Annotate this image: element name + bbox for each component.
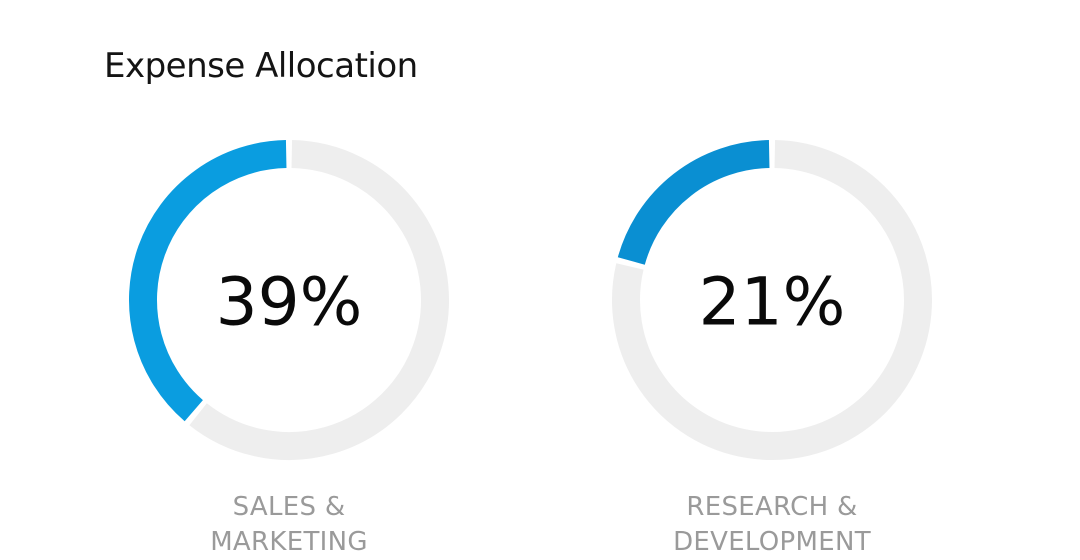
gauge-value: 21%	[699, 264, 846, 341]
gauge-arc	[617, 140, 770, 266]
gauge-label-line: RESEARCH &	[686, 492, 858, 522]
chart-title: Expense Allocation	[104, 46, 418, 86]
gauge-sales-marketing: 39%	[129, 140, 449, 460]
gauge-label-line: DEVELOPMENT	[673, 527, 871, 557]
gauge-label: RESEARCH & DEVELOPMENT	[602, 490, 942, 560]
gauge-arc	[129, 140, 287, 422]
gauge-label-line: SALES &	[232, 492, 346, 522]
gauge-research-development: 21%	[612, 140, 932, 460]
gauge-value: 39%	[216, 264, 363, 341]
gauge-track	[189, 140, 449, 460]
gauge-label: SALES & MARKETING	[119, 490, 459, 560]
gauge-track	[612, 140, 932, 460]
gauge-label-line: MARKETING	[210, 527, 368, 557]
